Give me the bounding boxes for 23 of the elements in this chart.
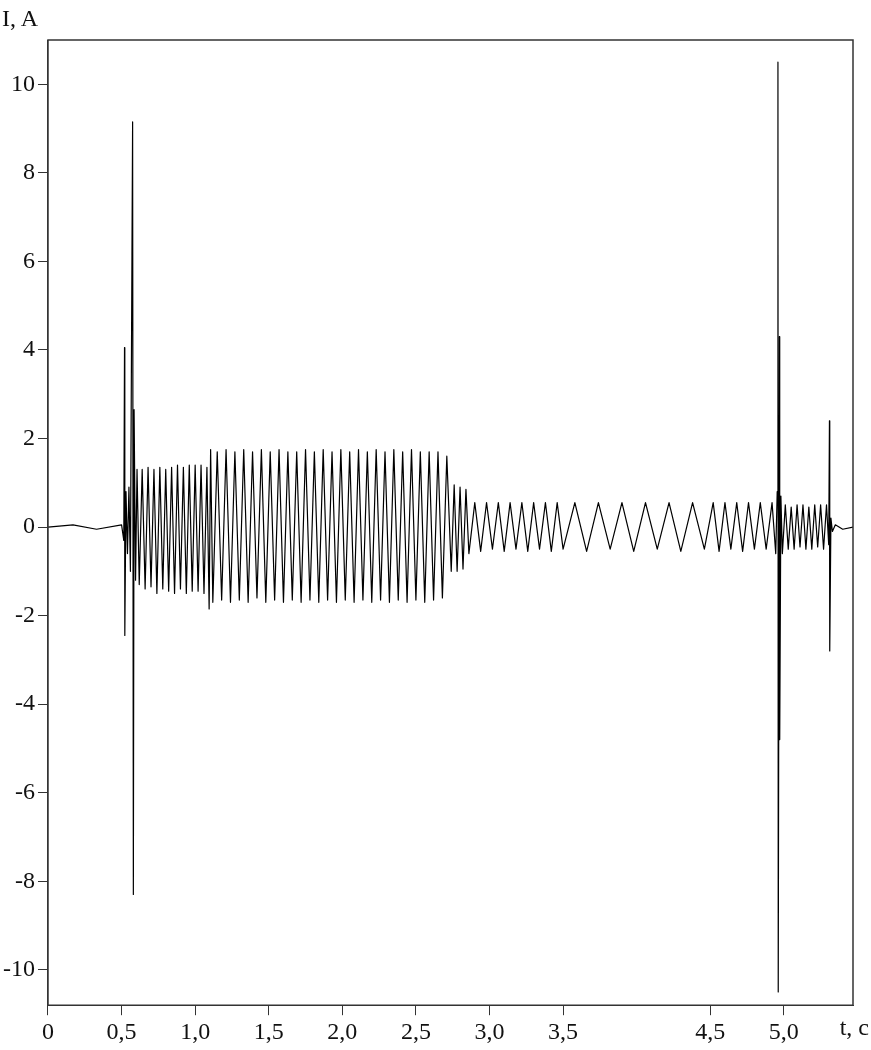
y-tick-label: -2 [14, 600, 35, 627]
x-tick-label: 5,0 [768, 1017, 799, 1044]
x-tick-label: 3,0 [474, 1017, 505, 1044]
x-tick-label: 1,5 [253, 1017, 284, 1044]
y-tick-label: 6 [22, 246, 35, 273]
x-tick-label: 2,0 [327, 1017, 358, 1044]
y-tick-label: 10 [10, 69, 35, 96]
x-tick-label: 3,5 [548, 1017, 579, 1044]
y-tick-label: -6 [14, 777, 35, 804]
x-tick-label: 2,5 [400, 1017, 431, 1044]
y-tick-label: -8 [14, 866, 35, 893]
x-axis-title: t, c [839, 1014, 869, 1041]
y-tick-label: 4 [22, 335, 35, 362]
y-axis-title: I, A [2, 5, 39, 32]
y-tick-label: 0 [22, 512, 35, 539]
y-tick-label: -4 [14, 689, 35, 716]
x-tick-label: 0,5 [106, 1017, 137, 1044]
x-tick-label: 4,5 [695, 1017, 726, 1044]
y-tick-label: -10 [2, 955, 35, 982]
x-tick-label: 1,0 [180, 1017, 211, 1044]
x-tick-label: 0 [41, 1017, 54, 1044]
y-tick-label: 8 [22, 158, 35, 185]
y-tick-label: 2 [22, 423, 35, 450]
